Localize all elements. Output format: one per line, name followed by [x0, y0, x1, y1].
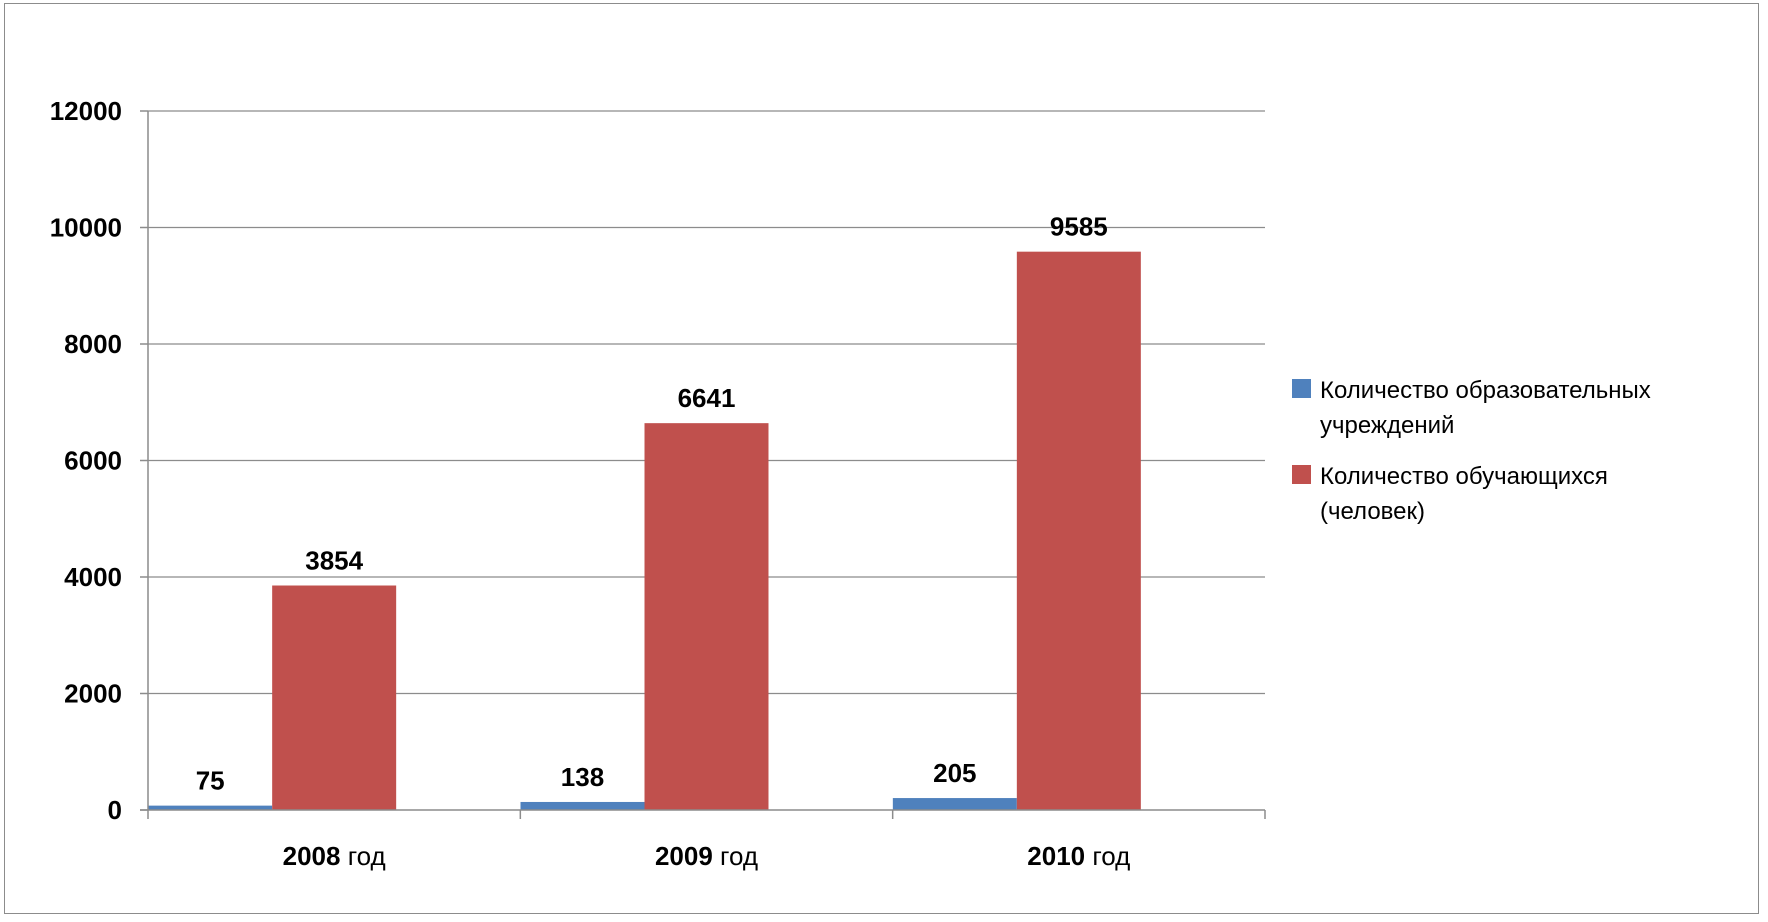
y-tick-label: 0 [108, 795, 122, 825]
legend-label: Количество образовательных [1320, 377, 1651, 404]
legend: Количество образовательных учреждений Коли… [1292, 377, 1651, 525]
legend-swatch [1292, 465, 1311, 484]
x-category-label: 2008 год [283, 841, 386, 871]
bar [148, 805, 273, 810]
x-category-label: 2010 год [1027, 841, 1130, 871]
legend-label: (человек) [1320, 498, 1425, 525]
y-tick-label: 8000 [64, 329, 122, 359]
category-year: 2008 [283, 841, 341, 871]
category-suffix: год [713, 841, 758, 871]
category-suffix: год [340, 841, 385, 871]
y-tick-label: 6000 [64, 446, 122, 476]
legend-label: учреждений [1320, 412, 1454, 439]
data-label: 6641 [678, 383, 736, 413]
data-label: 3854 [305, 546, 363, 576]
bar [520, 801, 645, 810]
legend-label: Количество обучающихся [1320, 463, 1608, 490]
y-tick-label: 2000 [64, 679, 122, 709]
bar [892, 798, 1017, 810]
y-tick-label: 4000 [64, 562, 122, 592]
legend-swatch [1292, 379, 1311, 398]
category-suffix: год [1085, 841, 1130, 871]
bars [148, 251, 1141, 810]
x-category-label: 2009 год [655, 841, 758, 871]
bar [272, 585, 397, 810]
data-label: 75 [196, 766, 225, 796]
y-tick-label: 10000 [50, 213, 122, 243]
bar [644, 423, 769, 810]
category-year: 2010 [1027, 841, 1085, 871]
data-label: 205 [933, 758, 976, 788]
category-year: 2009 [655, 841, 713, 871]
y-tick-label: 12000 [50, 96, 122, 126]
axes [140, 110, 1266, 819]
data-label: 138 [561, 762, 604, 792]
bar [1016, 251, 1141, 810]
data-label: 9585 [1050, 212, 1108, 242]
labels: 0 2000 4000 6000 8000 10000 12000 75 3854 2008 го… [50, 96, 1131, 871]
